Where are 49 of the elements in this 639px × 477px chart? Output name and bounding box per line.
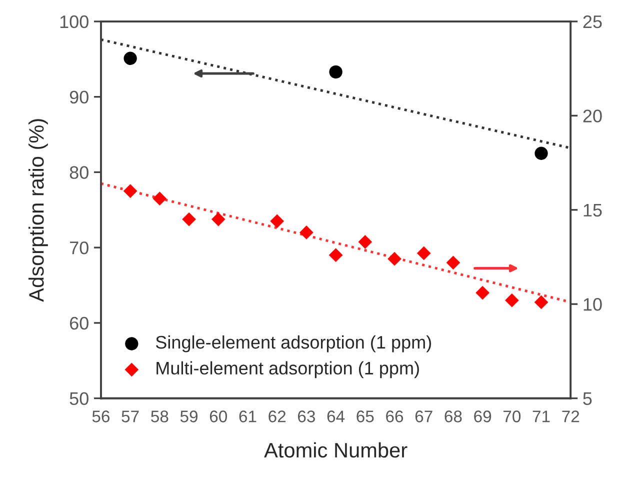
y2-tick-label: 10	[584, 298, 602, 311]
legend-label: Multi-element adsorption (1 ppm)	[156, 361, 419, 378]
x-tick-label: 65	[356, 410, 374, 422]
point	[504, 293, 519, 308]
point	[329, 65, 342, 79]
y-axis-title: Adsorption ratio (%)	[28, 119, 48, 302]
y2-tick-label: 20	[583, 110, 602, 122]
point	[534, 295, 548, 310]
point	[446, 256, 460, 270]
point	[152, 192, 167, 206]
x-axis-title: Atomic Number	[264, 442, 408, 458]
x-tick-label: 71	[532, 410, 550, 422]
y-tick-label: 50	[70, 392, 88, 406]
point	[388, 252, 402, 266]
x-tick-label: 62	[268, 410, 286, 422]
point	[476, 286, 490, 300]
point	[358, 234, 372, 249]
point	[328, 248, 343, 262]
x-tick-label: 57	[122, 410, 139, 422]
x-tick-label: 59	[180, 410, 198, 422]
x-tick-label: 67	[415, 410, 432, 422]
point	[299, 226, 314, 240]
x-tick-label: 70	[504, 410, 521, 422]
x-tick-label: 58	[151, 410, 168, 422]
point	[416, 246, 431, 260]
x-tick-label: 63	[298, 410, 315, 422]
point	[211, 212, 226, 226]
x-tick-label: 69	[474, 410, 492, 422]
legend-label: Single-element adsorption (1 ppm)	[156, 335, 432, 352]
x-tick-label: 64	[327, 410, 345, 422]
x-tick-label: 60	[210, 410, 227, 422]
x-tick-label: 61	[239, 410, 256, 422]
x-tick-label: 66	[386, 410, 404, 422]
point	[534, 146, 548, 160]
y2-tick-label: 5	[583, 392, 592, 406]
point	[123, 184, 138, 198]
y-tick-label: 60	[70, 316, 88, 330]
y-tick-label: 70	[70, 241, 88, 254]
point	[124, 52, 137, 65]
y-tick-label: 90	[70, 90, 88, 104]
y-tick-label: 80	[70, 166, 88, 179]
x-tick-label: 68	[444, 410, 462, 422]
y-tick-label: 100	[60, 15, 88, 28]
point	[270, 214, 284, 228]
point	[182, 212, 196, 226]
y2-tick-label: 25	[583, 15, 602, 28]
x-tick-label: 56	[92, 410, 110, 422]
y2-tick-label: 15	[584, 204, 602, 217]
x-tick-label: 72	[562, 410, 580, 422]
